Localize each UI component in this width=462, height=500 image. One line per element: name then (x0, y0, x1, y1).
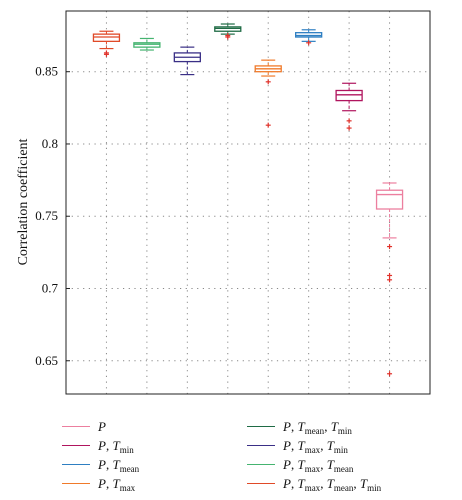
y-tick-labels: 0.65 0.7 0.75 0.8 0.85 (35, 64, 70, 368)
box-series (92, 30, 121, 57)
legend: P P, Tmin P, Tmean P, Tmax P, Tmean, Tmin P,… (62, 418, 462, 500)
box-series (254, 59, 282, 128)
legend-subscript: min (367, 483, 382, 493)
legend-subscript: mean (333, 464, 354, 474)
legend-temperature-symbol: T (297, 476, 305, 491)
box-iqr (375, 189, 404, 210)
legend-symbol: P (98, 419, 106, 434)
legend-subscript: max (304, 445, 321, 455)
box-iqr (92, 33, 121, 43)
legend-temperature-symbol: T (112, 438, 120, 453)
y-tick-label: 0.7 (42, 280, 59, 295)
legend-label: P, Tmin (98, 438, 134, 455)
box-iqr (133, 42, 161, 48)
legend-subscript: max (304, 464, 321, 474)
legend-temperature-symbol: T (112, 457, 120, 472)
y-tick-label: 0.75 (35, 208, 58, 223)
legend-symbol: P (283, 438, 291, 453)
box-series (173, 46, 201, 76)
legend-subscript: min (119, 445, 134, 455)
legend-subscript: mean (304, 426, 325, 436)
legend-temperature-symbol: T (326, 476, 334, 491)
outlier-point (103, 51, 109, 57)
legend-temperature-symbol: T (326, 457, 334, 472)
box-iqr (335, 89, 363, 102)
legend-label: P, Tmax, Tmean (283, 457, 354, 474)
outlier-point (346, 118, 352, 124)
legend-label: P, Tmean (98, 457, 140, 474)
legend-temperature-symbol: T (326, 438, 334, 453)
y-tick-label: 0.8 (42, 136, 58, 151)
box-series (214, 23, 242, 40)
legend-label: P, Tmax (98, 476, 136, 493)
legend-swatch (247, 426, 275, 427)
legend-temperature-symbol: T (112, 476, 120, 491)
legend-swatch (247, 445, 275, 446)
outlier-point (387, 277, 393, 283)
legend-symbol: P (283, 419, 291, 434)
outlier-point (387, 244, 393, 250)
legend-swatch (62, 445, 90, 446)
box-iqr (295, 32, 323, 38)
legend-label: P, Tmax, Tmin (283, 438, 348, 455)
legend-temperature-symbol: T (330, 419, 338, 434)
legend-symbol: P (283, 457, 291, 472)
legend-symbol: P (98, 476, 106, 491)
legend-swatch (62, 464, 90, 465)
legend-subscript: min (333, 445, 348, 455)
plot-frame (65, 10, 431, 395)
outlier-point (225, 34, 231, 40)
legend-label: P, Tmean, Tmin (283, 419, 352, 436)
legend-swatch (62, 483, 90, 484)
outlier-point (387, 371, 393, 377)
legend-swatch (62, 426, 90, 427)
legend-label: P, Tmax, Tmean, Tmin (283, 476, 382, 493)
y-axis-label: Correlation coefficient (16, 138, 31, 265)
legend-temperature-symbol: T (297, 438, 305, 453)
legend-label: P (98, 418, 106, 435)
outlier-point (346, 125, 352, 131)
outlier-point (387, 272, 393, 278)
boxplot-chart: 0.65 0.7 0.75 0.8 0.85 Correlation coefficie… (16, 10, 431, 395)
legend-subscript: min (337, 426, 352, 436)
legend-symbol: P (98, 438, 106, 453)
legend-temperature-symbol: T (359, 476, 368, 491)
grid (66, 11, 430, 394)
box-iqr (214, 26, 242, 32)
box-series (133, 37, 161, 51)
legend-subscript: max (119, 483, 136, 493)
outlier-point (265, 79, 271, 85)
box-series (335, 82, 363, 131)
legend-temperature-symbol: T (297, 419, 305, 434)
outlier-point (265, 122, 271, 128)
legend-temperature-symbol: T (297, 457, 305, 472)
box-series (295, 29, 323, 46)
y-tick-label: 0.65 (35, 353, 58, 368)
box-series (375, 182, 404, 377)
legend-subscript: mean (119, 464, 140, 474)
y-tick-label: 0.85 (35, 64, 58, 79)
legend-swatch (247, 483, 275, 484)
legend-symbol: P (98, 457, 106, 472)
box-series-group (92, 23, 404, 377)
outlier-point (306, 40, 312, 46)
legend-symbol: P (283, 476, 291, 491)
legend-subscript: mean (333, 483, 354, 493)
legend-swatch (247, 464, 275, 465)
legend-subscript: max (304, 483, 321, 493)
